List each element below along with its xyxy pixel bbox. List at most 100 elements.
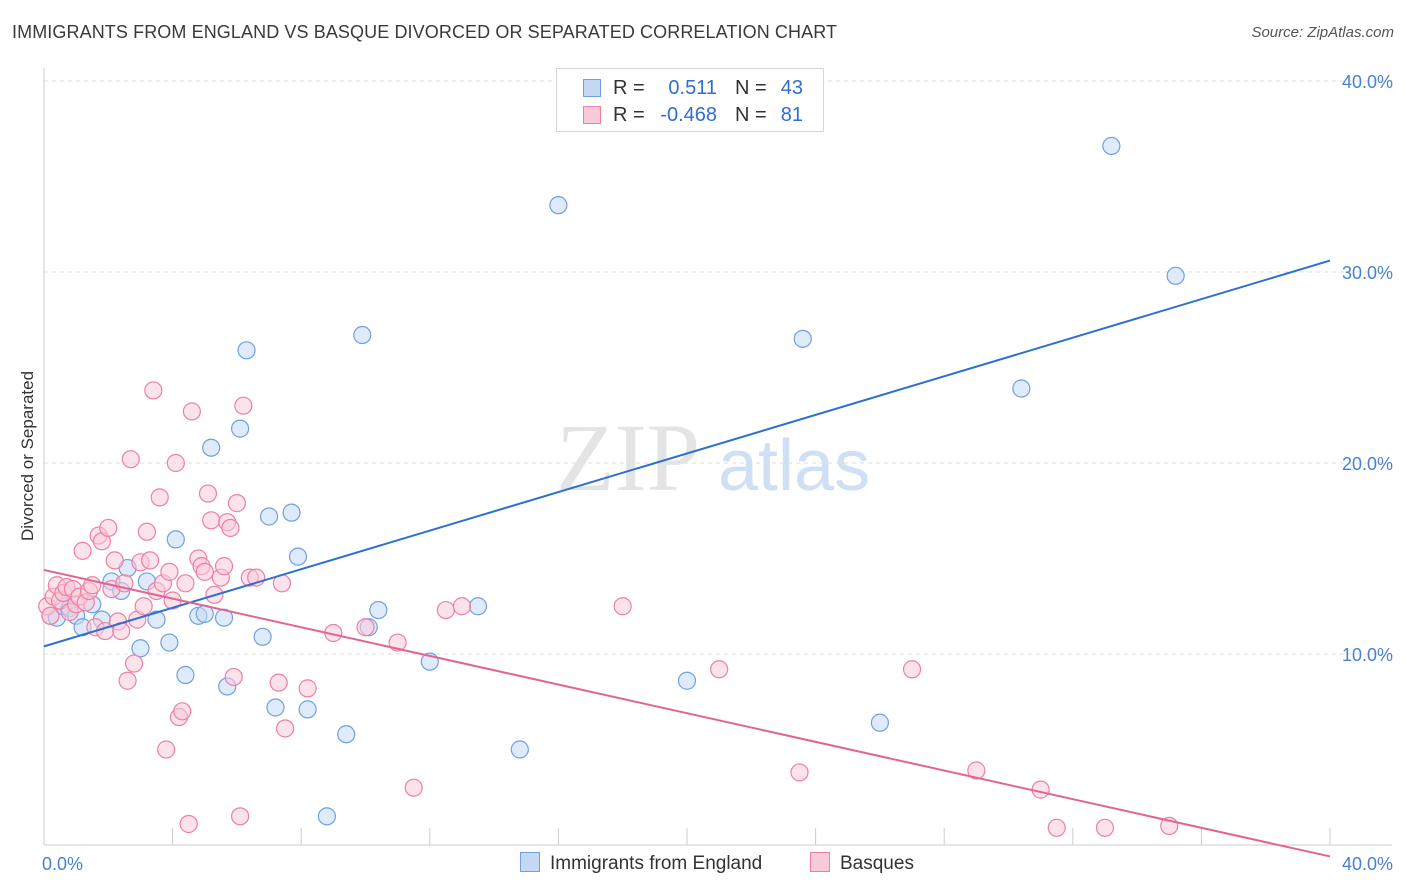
- basques-point: [105, 551, 124, 570]
- basques-point: [436, 600, 455, 620]
- basques-point: [150, 488, 169, 507]
- england-point: [353, 325, 372, 345]
- series-swatch-england: [520, 852, 540, 872]
- basques-point: [790, 763, 809, 782]
- basques-trend-line: [43, 568, 1331, 858]
- legend-n-value: 81: [780, 104, 803, 126]
- y-tick-label: 10.0%: [1342, 645, 1393, 665]
- legend-row-england: R = 0.511 N = 43: [557, 73, 823, 101]
- england-point: [317, 807, 337, 826]
- basques-point: [902, 660, 922, 679]
- basques-point: [452, 597, 472, 616]
- england-point: [298, 700, 317, 719]
- england-point: [337, 725, 356, 744]
- series-legend-england: Immigrants from England: [520, 852, 762, 875]
- basques-point: [1031, 780, 1050, 799]
- basques-point: [1095, 818, 1115, 837]
- england-point: [166, 530, 185, 549]
- basques-point: [967, 761, 986, 780]
- england-point: [160, 633, 179, 652]
- england-point: [870, 713, 890, 732]
- england-point: [131, 639, 150, 658]
- basques-point: [73, 541, 92, 560]
- england-point: [231, 419, 250, 438]
- basques-point: [176, 574, 195, 593]
- basques-point: [160, 562, 179, 581]
- england-point: [1102, 136, 1121, 156]
- legend-r-value: -0.468: [660, 104, 717, 126]
- series-legend-basques: Basques: [810, 852, 914, 875]
- england-point: [793, 329, 812, 348]
- basques-point: [124, 654, 144, 673]
- watermark-atlas: atlas: [718, 426, 870, 506]
- basques-point: [179, 814, 198, 834]
- england-point: [288, 547, 308, 566]
- basques-point: [613, 597, 632, 616]
- chart-title: IMMIGRANTS FROM ENGLAND VS BASQUE DIVORC…: [12, 22, 838, 42]
- basques-point: [710, 660, 729, 679]
- series-swatch-basques: [810, 852, 830, 872]
- legend-swatch-basques: [583, 106, 601, 124]
- legend-row-basques: R = -0.468 N = 81: [557, 100, 823, 128]
- basques-point: [118, 671, 137, 690]
- basques-point: [1047, 818, 1066, 837]
- basques-point: [121, 450, 140, 469]
- england-point: [1166, 266, 1185, 285]
- england-point: [253, 627, 272, 646]
- england-point: [1012, 379, 1031, 398]
- legend-swatch-england: [583, 79, 601, 97]
- basques-point: [41, 606, 60, 625]
- basques-point: [99, 518, 118, 538]
- series-name-england: Immigrants from England: [550, 853, 763, 874]
- basques-point: [157, 740, 176, 759]
- england-trend-line: [43, 259, 1331, 648]
- basques-point: [173, 702, 192, 721]
- basques-point: [269, 673, 288, 692]
- watermark: ZIP atlas: [556, 404, 870, 511]
- england-point: [549, 196, 568, 215]
- watermark-zip: ZIP: [556, 404, 700, 511]
- legend-n-value: 43: [780, 77, 803, 99]
- england-point: [202, 438, 221, 457]
- stats-legend: R = 0.511 N = 43 R = -0.468 N = 81: [556, 68, 824, 132]
- basques-point: [134, 597, 153, 616]
- legend-n-label: N =: [735, 77, 767, 99]
- x-tick-label-min: 0.0%: [42, 854, 83, 874]
- legend-n-label: N =: [735, 104, 767, 126]
- england-point: [266, 698, 285, 717]
- basques-point: [144, 381, 163, 400]
- basques-point: [202, 511, 221, 530]
- basques-point: [195, 562, 214, 581]
- basques-point: [221, 518, 240, 538]
- basques-point: [198, 484, 218, 503]
- basques-point: [276, 719, 295, 738]
- basques-point: [140, 551, 160, 570]
- basques-point: [224, 667, 243, 687]
- legend-r-label: R =: [613, 77, 645, 99]
- legend-r-value: 0.511: [668, 77, 717, 99]
- england-point: [259, 507, 279, 526]
- tick-labels: 10.0% 20.0% 30.0% 40.0% 0.0% 40.0%: [42, 72, 1393, 874]
- series-name-basques: Basques: [840, 853, 914, 874]
- england-point: [176, 665, 195, 685]
- basques-point: [227, 494, 246, 513]
- basques-point: [404, 778, 423, 797]
- x-tick-label-max: 40.0%: [1342, 854, 1393, 874]
- trend-lines: [43, 259, 1331, 858]
- basques-point: [234, 396, 253, 415]
- england-point: [237, 341, 256, 360]
- basques-point: [137, 522, 156, 541]
- england-point: [282, 503, 301, 522]
- grid-lines: [44, 80, 1392, 655]
- england-point: [468, 597, 488, 616]
- england-point: [369, 600, 388, 620]
- y-tick-label: 30.0%: [1342, 263, 1393, 283]
- basques-point: [231, 807, 250, 826]
- data-points: [38, 136, 1185, 837]
- england-point: [677, 671, 697, 690]
- basques-point: [182, 402, 201, 421]
- legend-r-label: R =: [613, 104, 645, 126]
- y-tick-label: 20.0%: [1342, 454, 1393, 474]
- source-label: Source: ZipAtlas.com: [1251, 24, 1394, 41]
